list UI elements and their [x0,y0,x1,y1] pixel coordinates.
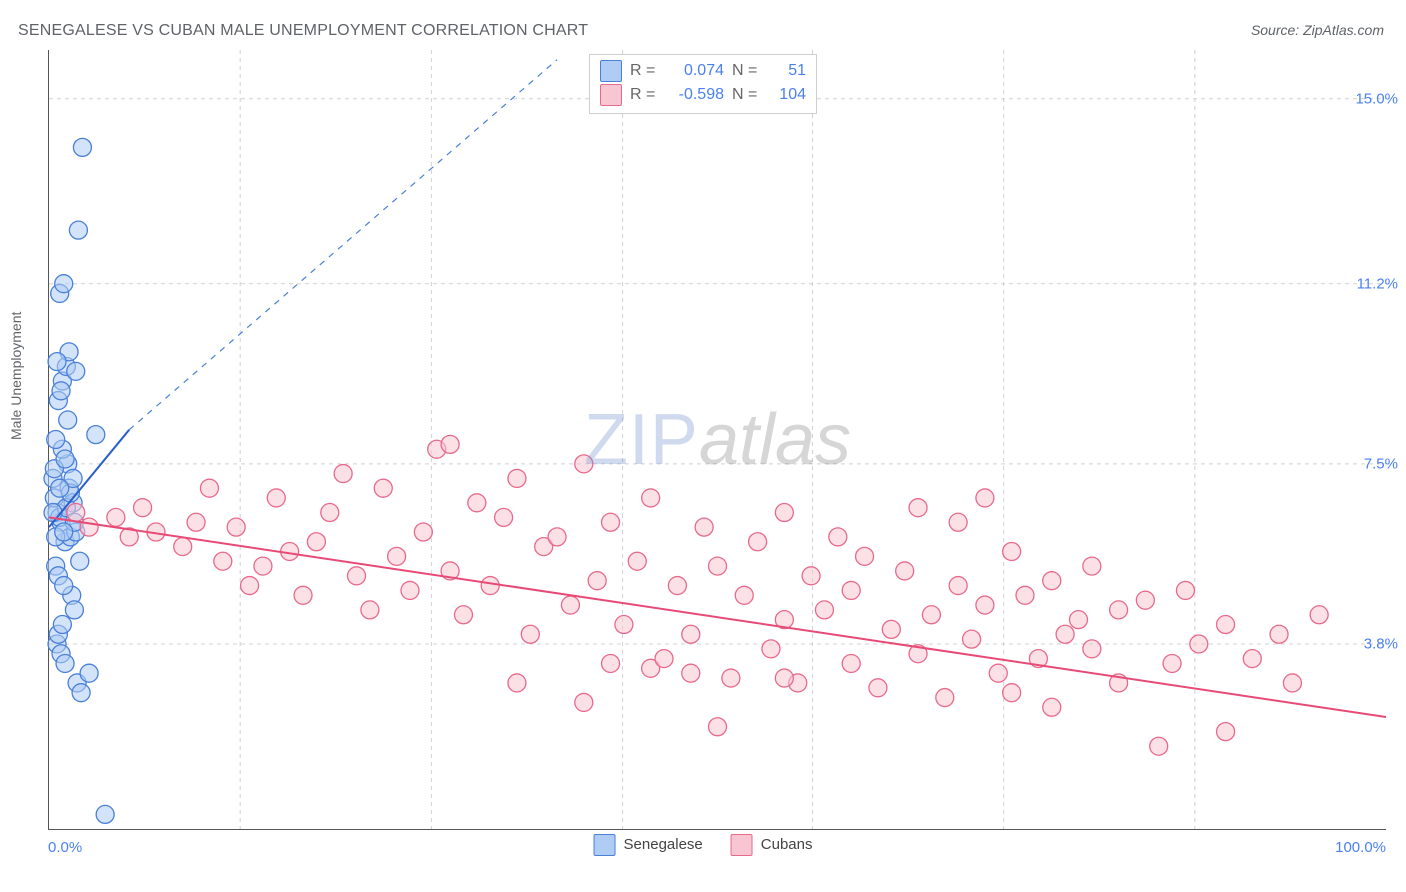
legend-label-senegalese: Senegalese [624,836,703,853]
legend-swatch-senegalese [594,834,616,856]
stats-r-value-0: 0.074 [664,62,724,80]
y-tick-label: 7.5% [1364,455,1398,472]
stats-row-cubans: R = -0.598 N = 104 [600,83,806,107]
stats-n-value-0: 51 [766,62,806,80]
source-label: Source: ZipAtlas.com [1251,22,1384,38]
legend-item-senegalese: Senegalese [594,834,703,856]
stats-row-senegalese: R = 0.074 N = 51 [600,59,806,83]
chart-title: SENEGALESE VS CUBAN MALE UNEMPLOYMENT CO… [18,22,588,40]
x-tick-max: 100.0% [1335,839,1386,856]
plot-area: ZIPatlas [48,50,1386,830]
stats-n-label-1: N = [732,86,758,104]
stats-swatch-cubans [600,84,622,106]
legend-swatch-cubans [731,834,753,856]
stats-r-label-0: R = [630,62,656,80]
stats-n-value-1: 104 [766,86,806,104]
stats-swatch-senegalese [600,60,622,82]
stats-n-label-0: N = [732,62,758,80]
chart-svg [49,50,1386,829]
y-tick-label: 3.8% [1364,635,1398,652]
y-tick-label: 11.2% [1357,275,1398,292]
stats-r-label-1: R = [630,86,656,104]
y-tick-label: 15.0% [1355,90,1398,107]
legend: Senegalese Cubans [594,834,813,856]
legend-label-cubans: Cubans [761,836,813,853]
legend-item-cubans: Cubans [731,834,813,856]
stats-box: R = 0.074 N = 51 R = -0.598 N = 104 [589,54,817,114]
stats-r-value-1: -0.598 [664,86,724,104]
y-axis-label: Male Unemployment [8,312,24,440]
x-tick-min: 0.0% [48,839,82,856]
